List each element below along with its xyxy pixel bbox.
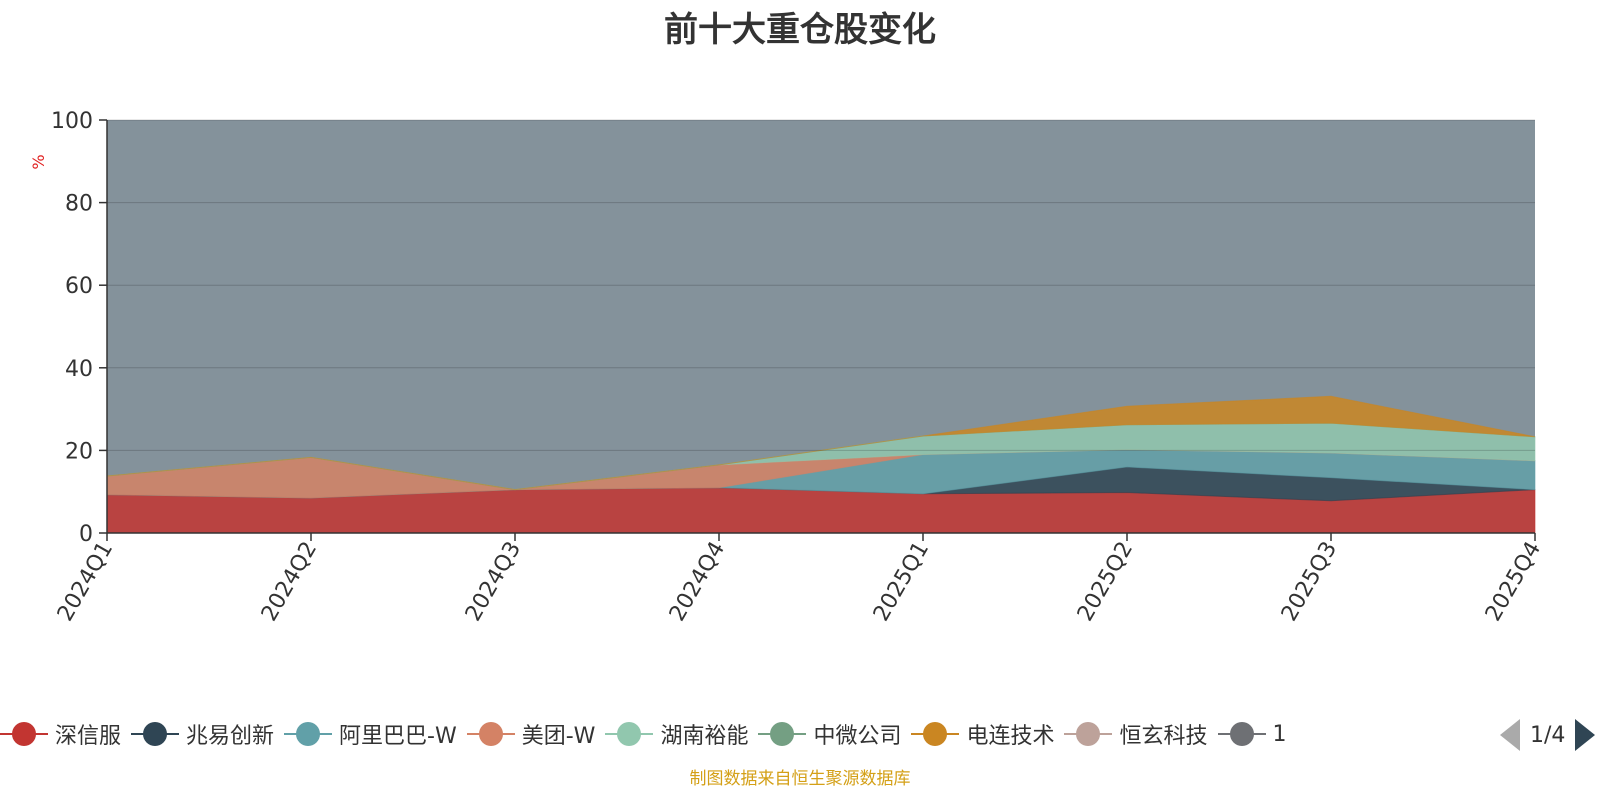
axes [106, 120, 1535, 534]
legend-marker-icon [131, 722, 180, 746]
x-tick-label-2: 2024Q3 [461, 538, 526, 626]
x-tick-label-0: 2024Q1 [53, 538, 118, 626]
series-area-6 [106, 395, 1536, 491]
legend-label: 恒玄科技 [1119, 724, 1208, 749]
legend-marker-icon [0, 722, 48, 746]
x-tick-labels: 2024Q1 2024Q2 2024Q3 2024Q4 2025Q1 2025Q2 2025… [53, 533, 1546, 626]
legend-item[interactable]: 深信服 [0, 714, 121, 754]
y-tick-label-20: 20 [65, 439, 93, 464]
x-tick-label-1: 2024Q2 [257, 538, 322, 626]
y-tick-label-60: 60 [65, 274, 93, 299]
legend-label: 1 [1272, 721, 1287, 747]
legend: 深信服 兆易创新 阿里巴巴-W 美团-W 湖南裕能 中微公司 电连技术 恒玄科技 1 [0, 714, 1480, 754]
y-tick-label-40: 40 [65, 357, 93, 382]
legend-marker-icon [1217, 722, 1266, 746]
legend-item[interactable]: 1 [1217, 714, 1287, 754]
x-tick-label-4: 2025Q1 [869, 538, 934, 626]
source-note: 制图数据来自恒生聚源数据库 [689, 769, 911, 789]
legend-label: 美团-W [521, 724, 596, 749]
legend-item[interactable]: 兆易创新 [131, 714, 274, 754]
legend-marker-icon [1064, 722, 1113, 746]
legend-item[interactable]: 恒玄科技 [1064, 714, 1208, 754]
legend-marker-icon [466, 722, 515, 746]
legend-item[interactable]: 美团-W [466, 714, 596, 754]
legend-label: 湖南裕能 [660, 724, 749, 749]
legend-item[interactable]: 电连技术 [911, 714, 1054, 754]
legend-item[interactable]: 湖南裕能 [605, 714, 748, 754]
legend-label: 电连技术 [966, 724, 1055, 749]
legend-label: 阿里巴巴-W [339, 724, 457, 749]
y-tick-labels: 0 20 40 60 80 100 [51, 109, 93, 547]
x-tick-label-5: 2025Q2 [1073, 538, 1138, 626]
legend-page-indicator: 1/4 [1530, 722, 1566, 748]
y-tick-label-0: 0 [79, 522, 93, 547]
legend-pager: 1/4 [1500, 718, 1596, 752]
legend-label: 中微公司 [813, 724, 902, 749]
series-areas [106, 395, 1536, 534]
legend-marker-icon [758, 722, 807, 746]
gridlines [99, 119, 1535, 534]
legend-label: 深信服 [55, 724, 122, 749]
x-tick-label-7: 2025Q4 [1481, 538, 1546, 626]
x-tick-label-3: 2024Q4 [665, 538, 730, 626]
legend-marker-icon [605, 722, 654, 746]
legend-item[interactable]: 中微公司 [758, 714, 901, 754]
y-tick-label-80: 80 [65, 192, 93, 217]
legend-marker-icon [284, 722, 333, 746]
x-tick-label-6: 2025Q3 [1277, 538, 1342, 626]
chart-title: 前十大重仓股变化 [664, 10, 936, 50]
legend-label: 兆易创新 [186, 724, 275, 749]
legend-prev-page-button[interactable] [1500, 719, 1520, 751]
legend-item[interactable]: 阿里巴巴-W [284, 714, 457, 754]
y-axis-label: % [29, 154, 48, 169]
legend-marker-icon [911, 722, 960, 746]
y-tick-label-100: 100 [51, 109, 93, 134]
legend-next-page-button[interactable] [1575, 719, 1596, 751]
